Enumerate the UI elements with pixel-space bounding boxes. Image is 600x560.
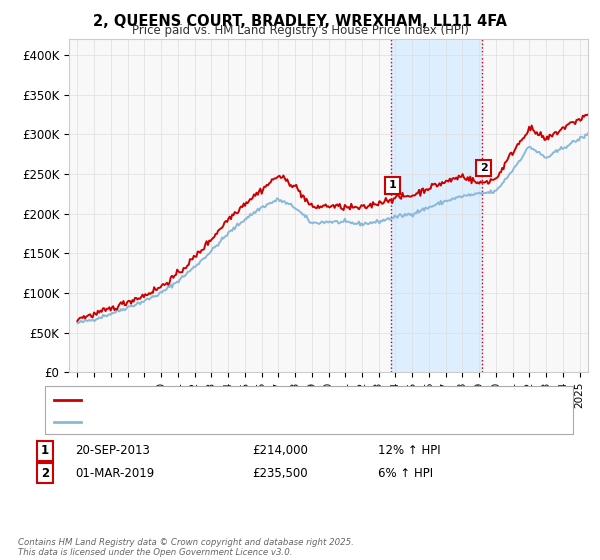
Text: 20-SEP-2013: 20-SEP-2013 [75, 444, 150, 458]
Text: £235,500: £235,500 [252, 466, 308, 480]
Text: £214,000: £214,000 [252, 444, 308, 458]
Text: 6% ↑ HPI: 6% ↑ HPI [378, 466, 433, 480]
Text: 2: 2 [41, 466, 49, 480]
Text: Contains HM Land Registry data © Crown copyright and database right 2025.
This d: Contains HM Land Registry data © Crown c… [18, 538, 354, 557]
Text: HPI: Average price, detached house, Wrexham: HPI: Average price, detached house, Wrex… [87, 417, 341, 427]
Text: 2, QUEENS COURT, BRADLEY, WREXHAM, LL11 4FA (detached house): 2, QUEENS COURT, BRADLEY, WREXHAM, LL11 … [87, 395, 465, 405]
Text: 1: 1 [389, 180, 397, 190]
Bar [391, 39, 482, 372]
Text: Price paid vs. HM Land Registry's House Price Index (HPI): Price paid vs. HM Land Registry's House … [131, 24, 469, 37]
Text: 2, QUEENS COURT, BRADLEY, WREXHAM, LL11 4FA: 2, QUEENS COURT, BRADLEY, WREXHAM, LL11 … [93, 14, 507, 29]
Text: 2: 2 [480, 163, 488, 173]
Text: 12% ↑ HPI: 12% ↑ HPI [378, 444, 440, 458]
Text: 01-MAR-2019: 01-MAR-2019 [75, 466, 154, 480]
Text: 1: 1 [41, 444, 49, 458]
